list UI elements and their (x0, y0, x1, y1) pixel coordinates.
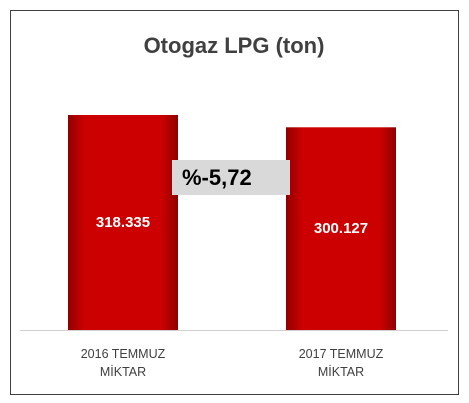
x-tick-label: 2016 TEMMUZ MİKTAR (80, 347, 166, 379)
annotation: %-5,72 (172, 160, 290, 195)
frame (10, 10, 459, 395)
value-label: 300.127 (313, 219, 369, 237)
value-label: 318.335 (95, 213, 151, 231)
bar (68, 115, 178, 330)
bar (286, 127, 396, 330)
x-tick-label: 2017 TEMMUZ MİKTAR (298, 347, 384, 379)
chart-title: Otogaz LPG (ton) (143, 33, 325, 58)
